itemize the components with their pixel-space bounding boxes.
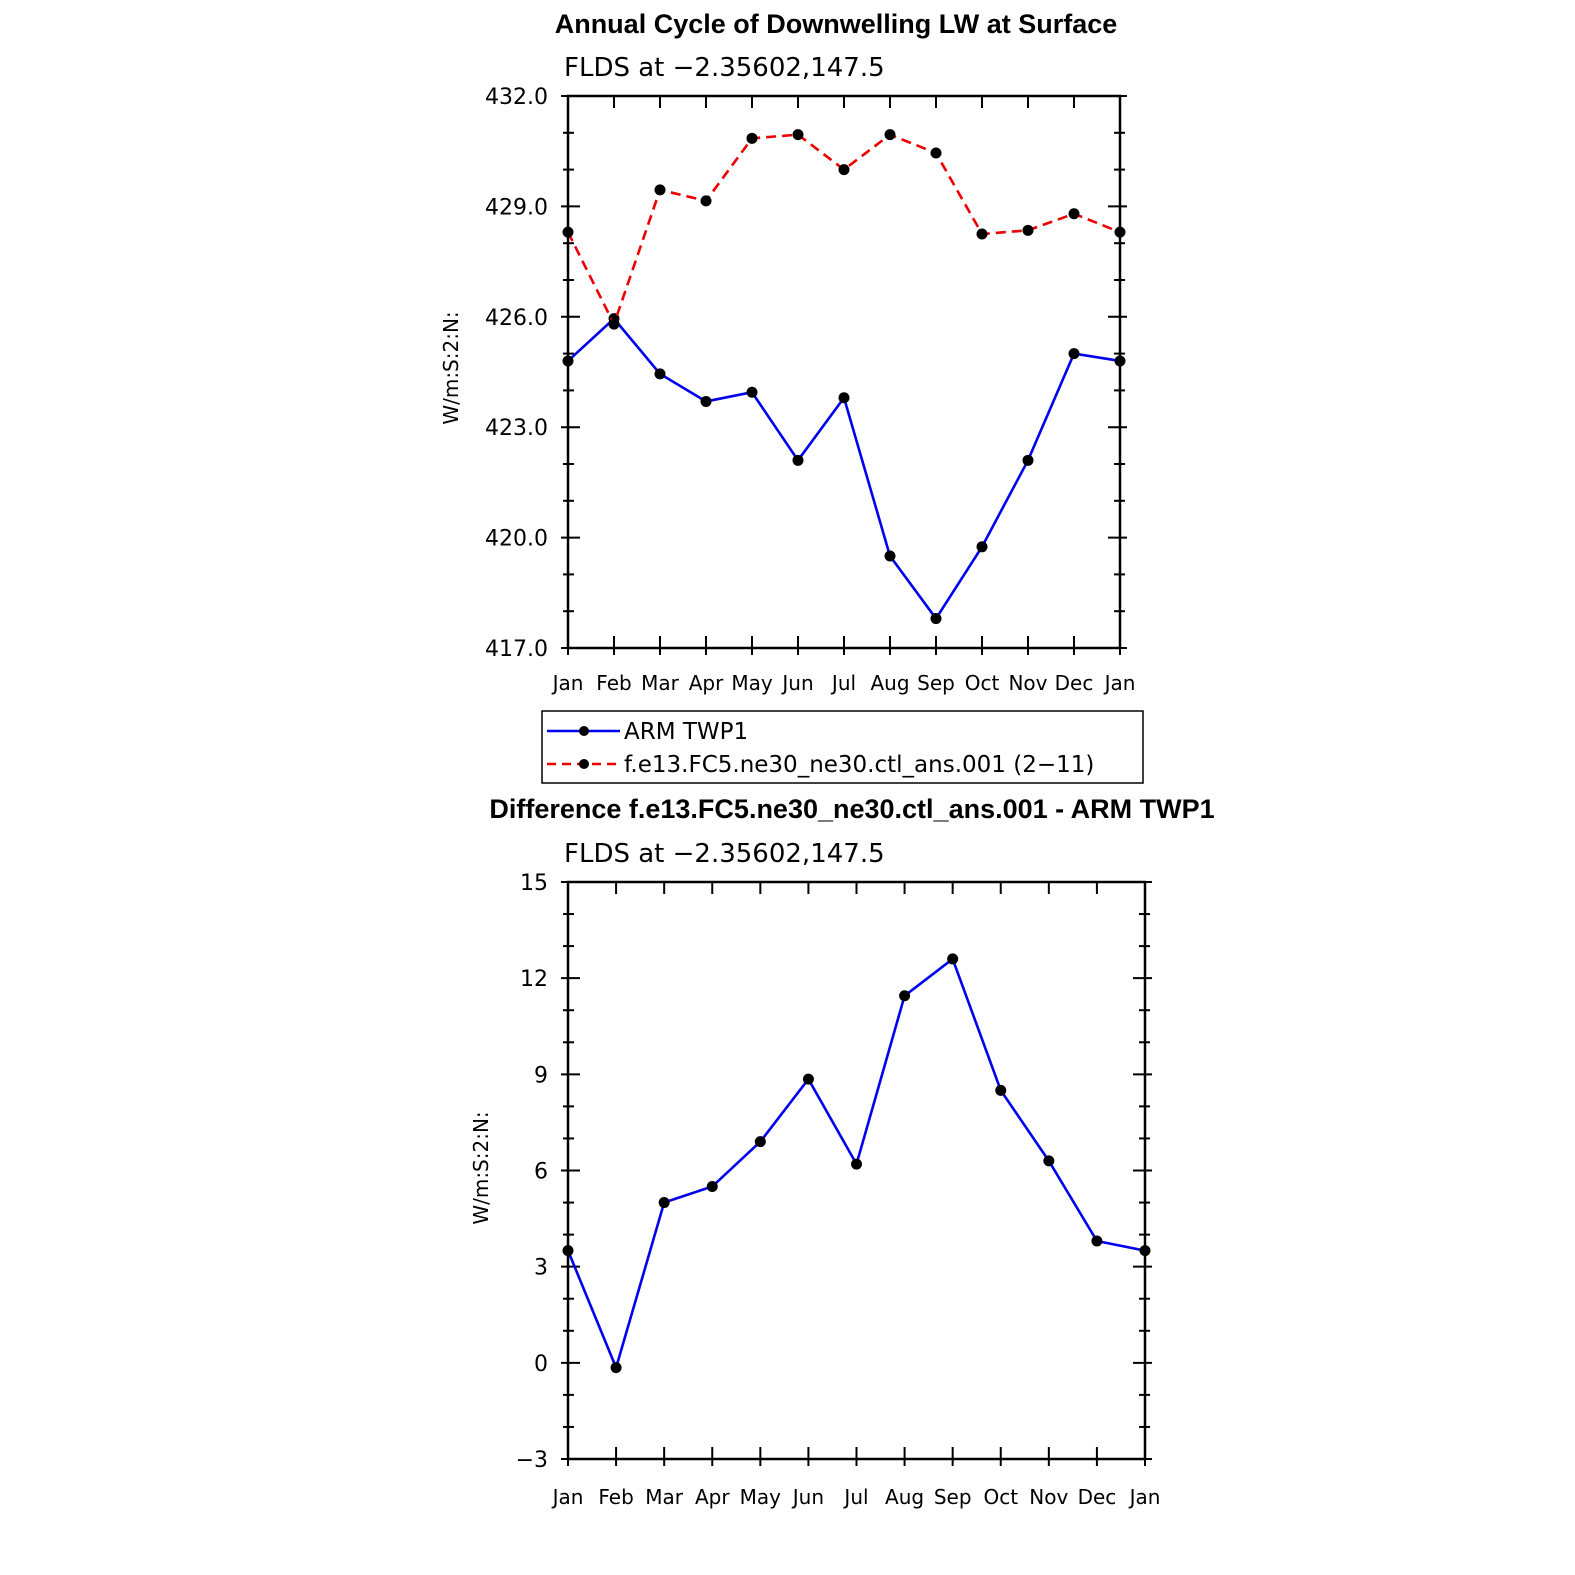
x-tick-label: Dec [1078,1485,1117,1509]
data-point [1043,1155,1055,1167]
chart-difference: Difference f.e13.FC5.ne30_ne30.ctl_ans.0… [469,794,1215,1509]
x-tick-label: Jul [830,671,856,695]
plot-series [562,129,1126,625]
data-point [1068,348,1080,360]
data-point [802,1073,814,1085]
x-tick-label: Jun [791,1485,824,1509]
x-tick-label: Apr [695,1485,730,1509]
x-tick-label: Apr [689,671,724,695]
x-tick-label: Jan [1103,671,1136,695]
data-point [838,164,850,176]
legend-marker-arm [579,726,589,736]
x-tick-label: Feb [598,1485,633,1509]
data-point [792,129,804,141]
x-tick-label: Jul [842,1485,868,1509]
x-tick-label: Nov [1029,1485,1068,1509]
data-point [746,386,758,398]
y-tick-label: 15 [520,871,548,896]
data-point [899,990,911,1002]
data-point [1022,224,1034,236]
legend-box [541,710,1144,784]
data-point [884,129,896,141]
data-point [930,147,942,159]
chart-title: Annual Cycle of Downwelling LW at Surfac… [555,9,1118,39]
y-tick-label: 426.0 [485,306,548,331]
legend-label-model: f.e13.FC5.ne30_ne30.ctl_ans.001 (2−11) [624,752,1094,778]
y-tick-label: 429.0 [485,195,548,220]
x-tick-label: Jun [780,671,813,695]
legend-marker-model [579,759,589,769]
data-point [1022,454,1034,466]
y-tick-label: 6 [534,1160,548,1185]
data-point [706,1181,718,1193]
x-tick-label: May [731,671,773,695]
x-tick-label: Feb [596,671,631,695]
data-point [1068,208,1080,220]
legend: ARM TWP1 f.e13.FC5.ne30_ne30.ctl_ans.001… [541,710,1144,784]
data-point [658,1197,670,1209]
data-point [976,228,988,240]
plot-frame [566,880,1147,1461]
y-tick-label: 432.0 [485,85,548,110]
y-tick-label: 9 [534,1063,548,1088]
y-tick-label: −3 [516,1448,548,1473]
x-tick-label: Nov [1008,671,1047,695]
x-tick-label: Oct [965,671,1000,695]
y-tick-label: 0 [534,1352,548,1377]
plot-series [562,953,1151,1374]
y-axis-label: W/m:S:2:N: [439,311,463,424]
data-point [746,132,758,144]
data-point [654,368,666,380]
x-tick-label: Oct [983,1485,1018,1509]
x-tick-label: Mar [641,671,680,695]
y-tick-label: 423.0 [485,416,548,441]
series-line-1 [566,133,1121,328]
data-point [884,550,896,562]
data-point [700,395,712,407]
x-tick-label: Jan [551,671,584,695]
data-point [654,184,666,196]
data-point [930,613,942,625]
data-point [976,541,988,553]
plot-frame [566,94,1122,650]
y-tick-label: 12 [520,967,548,992]
x-tick-label: May [740,1485,782,1509]
series-line-0 [567,316,1121,621]
y-tick-label: 417.0 [485,637,548,662]
data-point [995,1084,1007,1096]
data-point [792,454,804,466]
axis-ticks: Jan Feb Mar Apr May Jun Jul Aug Sep Oct Nov Dec Jan4… [485,85,1135,695]
x-tick-label: Jan [551,1485,584,1509]
chart-title: Difference f.e13.FC5.ne30_ne30.ctl_ans.0… [489,794,1214,824]
x-tick-label: Sep [934,1485,972,1509]
y-tick-label: 3 [534,1256,548,1281]
data-point [851,1158,862,1170]
x-tick-label: Sep [917,671,955,695]
y-axis-label: W/m:S:2:N: [469,1111,493,1224]
x-tick-label: Mar [645,1485,684,1509]
data-point [608,318,620,330]
x-tick-label: Jan [1128,1485,1161,1509]
chart-subtitle: FLDS at −2.35602,147.5 [564,53,885,83]
data-point [1091,1235,1103,1247]
data-point [610,1362,622,1374]
x-tick-label: Dec [1055,671,1094,695]
data-point [838,392,850,404]
data-point [754,1136,766,1148]
y-tick-label: 420.0 [485,527,548,552]
data-point [947,953,959,965]
chart-annual-cycle: Annual Cycle of Downwelling LW at Surfac… [439,9,1144,784]
data-point [700,195,712,207]
chart-subtitle: FLDS at −2.35602,147.5 [564,839,885,869]
x-tick-label: Aug [885,1485,924,1509]
axis-ticks: Jan Feb Mar Apr May Jun Jul Aug Sep Oct Nov Dec Jan−… [516,871,1161,1509]
legend-label-arm: ARM TWP1 [624,719,748,745]
x-tick-label: Aug [870,671,909,695]
